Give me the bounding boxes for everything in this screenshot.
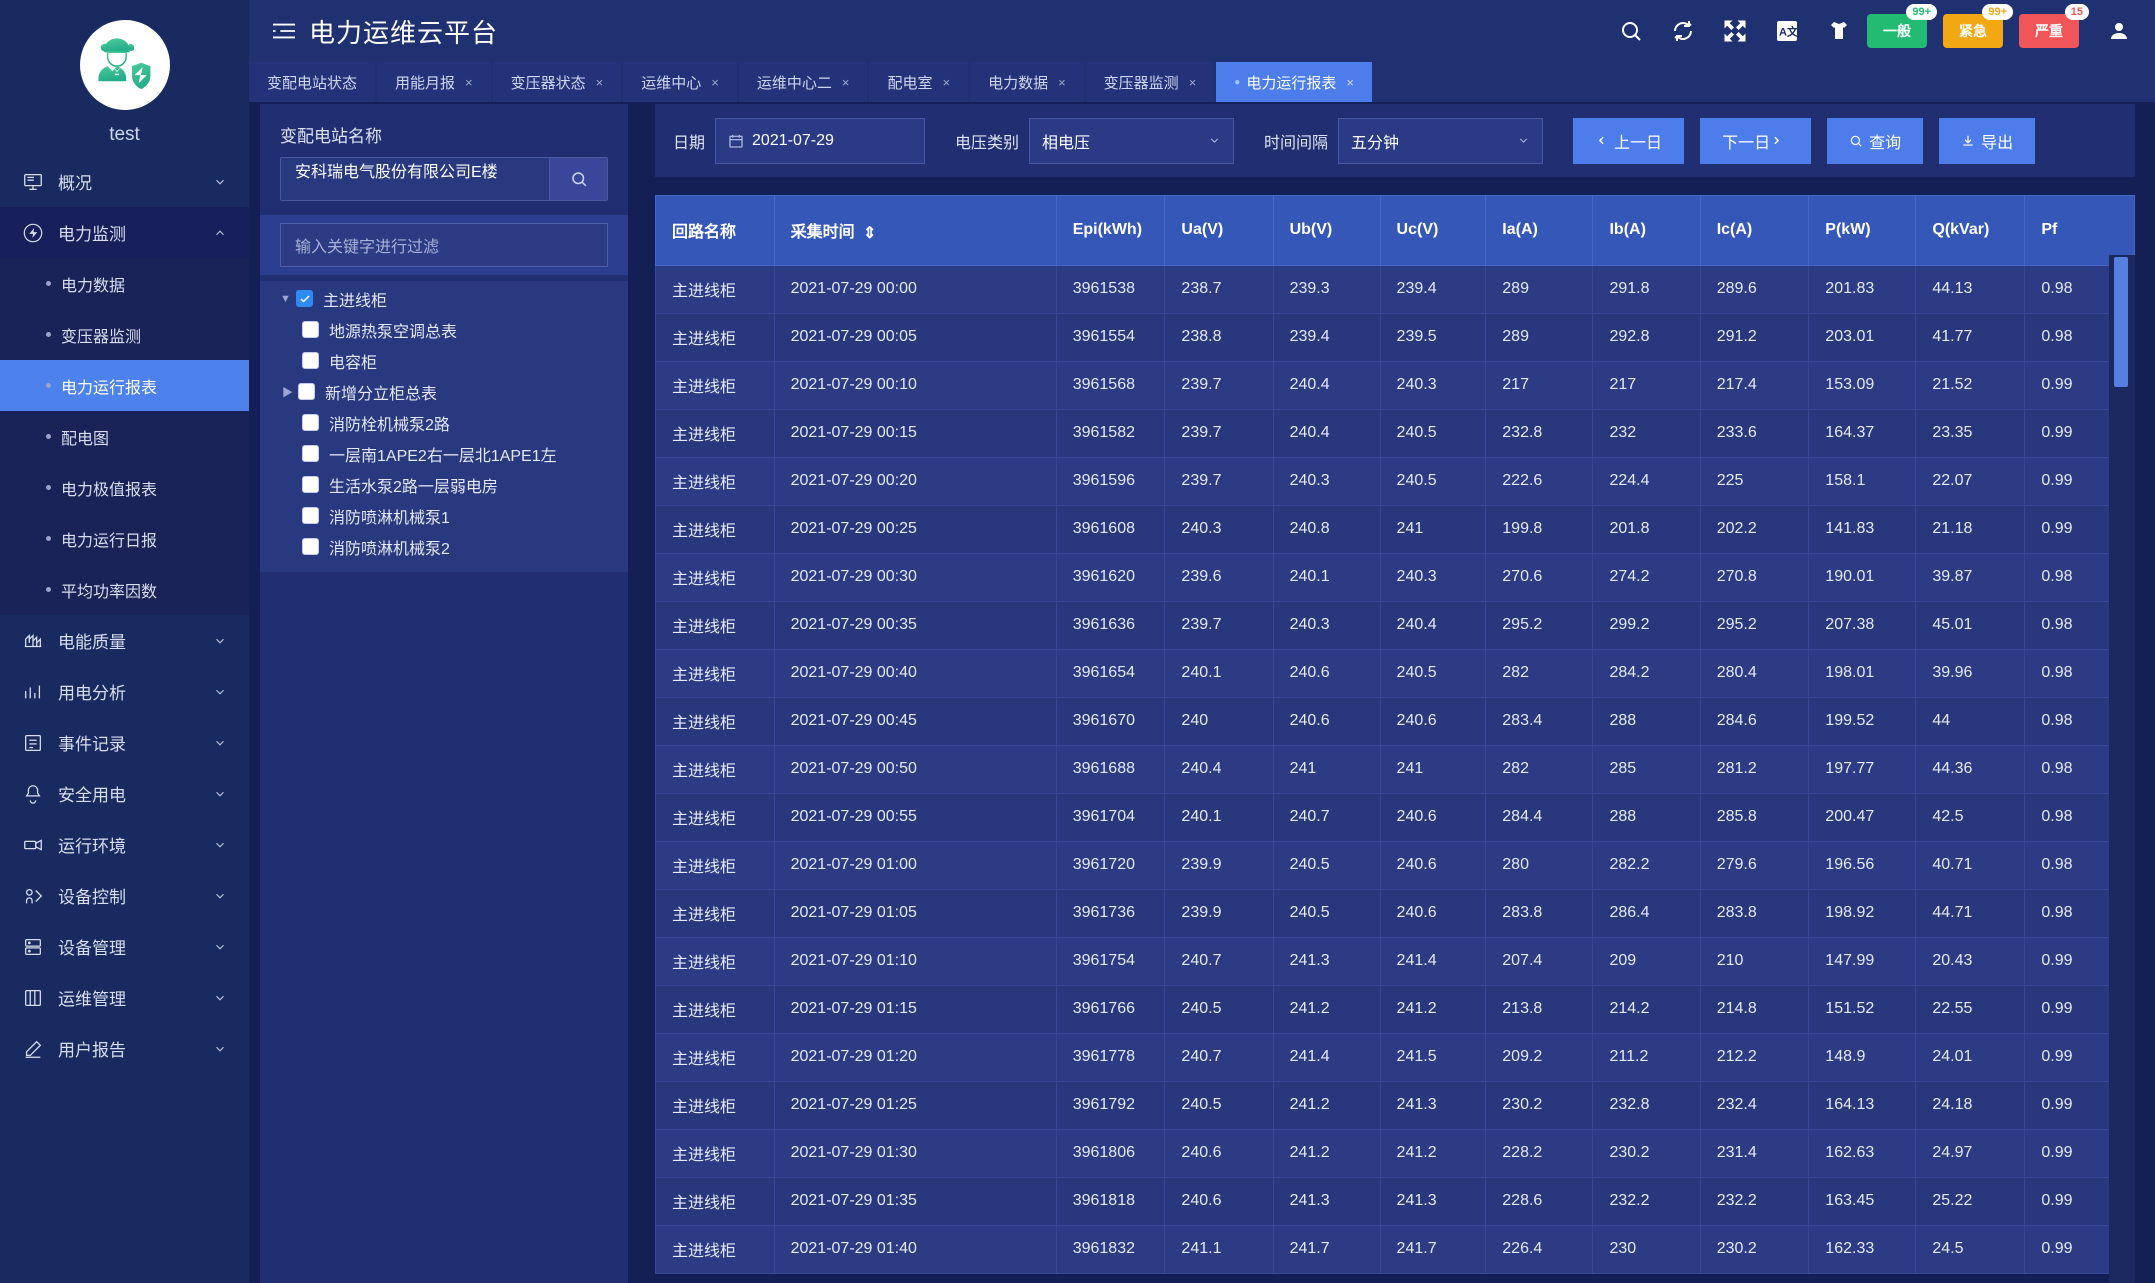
svg-text:A文: A文	[1779, 25, 1799, 39]
